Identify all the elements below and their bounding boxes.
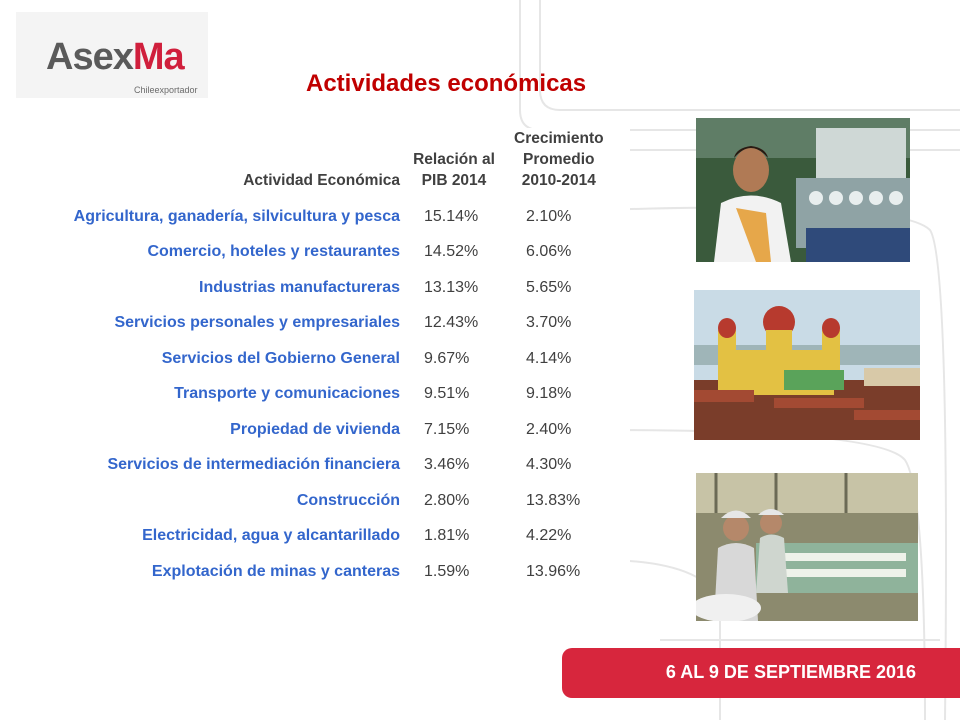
activity-cell: Servicios personales y empresariales <box>114 314 400 332</box>
growth-cell: 2.10% <box>526 207 572 225</box>
textile-factory-photo <box>696 473 918 621</box>
growth-cell: 13.83% <box>526 491 581 509</box>
activity-cell: Agricultura, ganadería, silvicultura y p… <box>73 207 400 225</box>
table-row: Comercio, hoteles y restaurantes 14.52% … <box>34 235 610 271</box>
pib-cell: 1.81% <box>424 527 470 545</box>
logo-subtitle: Chileexportador <box>134 85 198 95</box>
table-row: Agricultura, ganadería, silvicultura y p… <box>34 199 610 235</box>
table-row: Industrias manufactureras 13.13% 5.65% <box>34 270 610 306</box>
economic-activities-table: Actividad Económica Relación al PIB 2014… <box>34 128 630 606</box>
pib-cell: 7.15% <box>424 420 470 438</box>
table-row: Servicios personales y empresariales 12.… <box>34 306 610 342</box>
event-date-banner: 6 AL 9 DE SEPTIEMBRE 2016 <box>562 648 960 698</box>
pib-cell: 9.67% <box>424 349 470 367</box>
growth-cell: 13.96% <box>526 562 581 580</box>
activity-cell: Construcción <box>296 491 400 509</box>
header-growth: Crecimiento Promedio 2010-2014 <box>514 130 604 189</box>
activity-cell: Transporte y comunicaciones <box>174 385 400 403</box>
pib-cell: 3.46% <box>424 456 470 474</box>
table-row: Electricidad, agua y alcantarillado 1.81… <box>34 519 610 555</box>
activity-cell: Propiedad de vivienda <box>230 420 400 438</box>
growth-cell: 2.40% <box>526 420 572 438</box>
table-row: Construcción 2.80% 13.83% <box>34 483 610 519</box>
growth-cell: 4.30% <box>526 456 572 474</box>
event-date-text: 6 AL 9 DE SEPTIEMBRE 2016 <box>665 662 916 682</box>
activity-cell: Servicios del Gobierno General <box>161 349 400 367</box>
pib-cell: 13.13% <box>424 278 479 296</box>
header-pib: Relación al PIB 2014 <box>413 151 495 189</box>
page-title: Actividades económicas <box>306 70 587 97</box>
growth-cell: 9.18% <box>526 385 572 403</box>
pib-cell: 2.80% <box>424 491 470 509</box>
growth-cell: 3.70% <box>526 314 572 332</box>
pib-cell: 12.43% <box>424 314 479 332</box>
pib-cell: 9.51% <box>424 385 470 403</box>
header-activity: Actividad Económica <box>243 172 400 189</box>
growth-cell: 6.06% <box>526 243 572 261</box>
pib-cell: 14.52% <box>424 243 479 261</box>
cathedral-town-photo <box>694 290 920 440</box>
table-row: Servicios del Gobierno General 9.67% 4.1… <box>34 341 610 377</box>
growth-cell: 4.22% <box>526 527 572 545</box>
table-row: Explotación de minas y canteras 1.59% 13… <box>34 554 610 590</box>
logo-wordmark: AsexMa <box>46 36 185 78</box>
growth-cell: 5.65% <box>526 278 572 296</box>
logo: AsexMa Chileexportador <box>16 12 208 98</box>
activity-cell: Servicios de intermediación financiera <box>107 456 400 474</box>
table-header-row: Actividad Económica Relación al PIB 2014… <box>34 128 610 199</box>
table-row: Propiedad de vivienda 7.15% 2.40% <box>34 412 610 448</box>
pib-cell: 1.59% <box>424 562 470 580</box>
growth-cell: 4.14% <box>526 349 572 367</box>
table-row: Servicios de intermediación financiera 3… <box>34 448 610 484</box>
activity-cell: Comercio, hoteles y restaurantes <box>147 243 400 261</box>
pib-cell: 15.14% <box>424 207 479 225</box>
activity-cell: Explotación de minas y canteras <box>151 562 400 580</box>
activity-cell: Industrias manufactureras <box>199 278 400 296</box>
table-row: Transporte y comunicaciones 9.51% 9.18% <box>34 377 610 413</box>
factory-worker-photo <box>696 118 910 262</box>
activity-cell: Electricidad, agua y alcantarillado <box>142 527 400 545</box>
